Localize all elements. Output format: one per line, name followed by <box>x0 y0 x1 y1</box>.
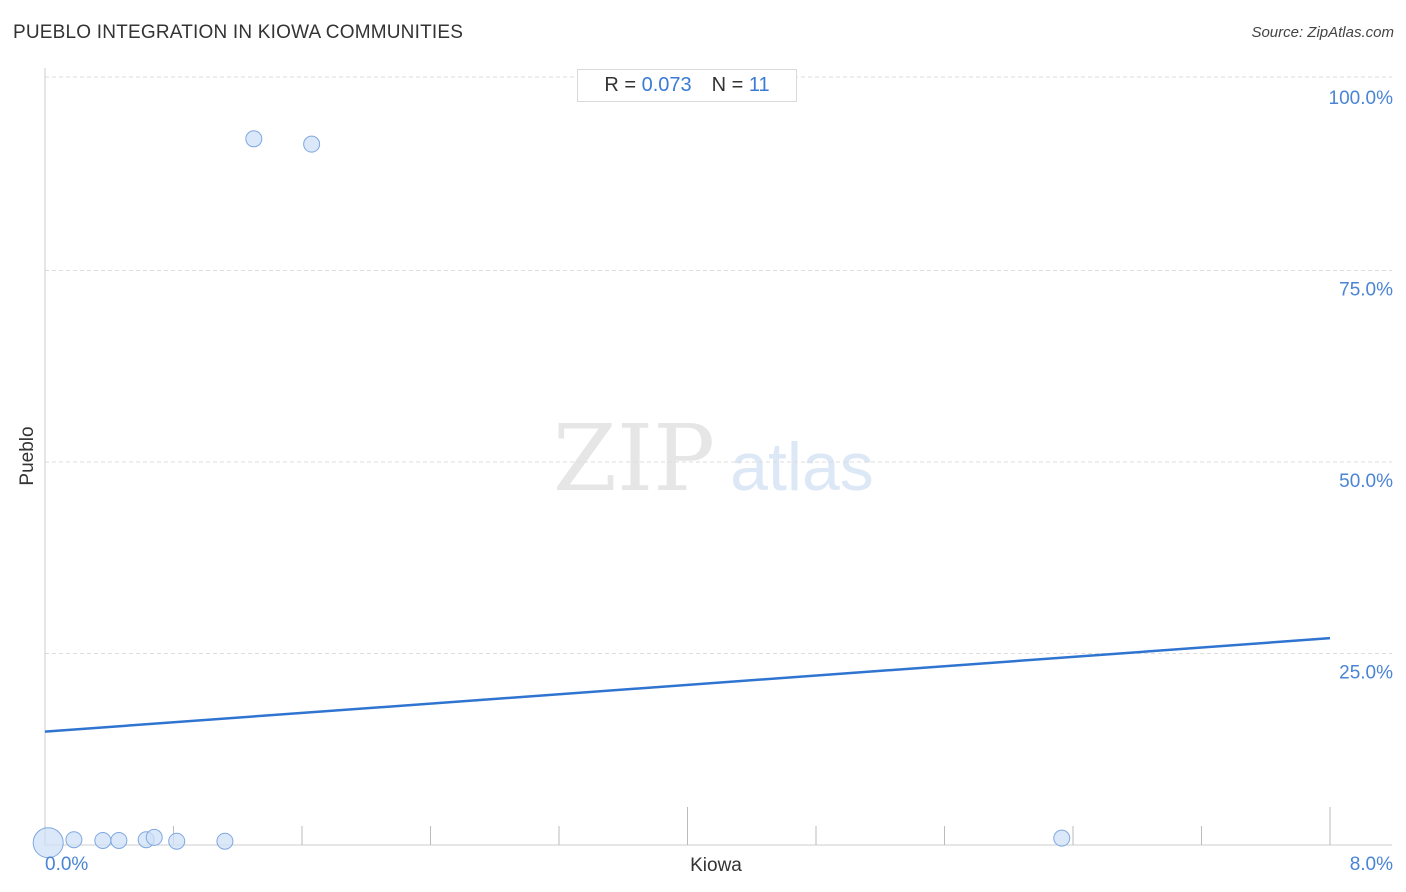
x-axis-title: Kiowa <box>690 855 742 876</box>
x-tick-label: 8.0% <box>1350 854 1393 875</box>
n-label: N = <box>711 74 744 96</box>
grid-lines <box>45 76 1392 654</box>
data-point <box>168 832 186 850</box>
y-tick-label: 25.0% <box>1339 663 1393 684</box>
data-point <box>32 827 64 859</box>
data-point <box>216 832 234 850</box>
watermark-atlas: atlas <box>730 429 874 505</box>
y-tick-label: 100.0% <box>1329 88 1394 109</box>
data-point <box>65 831 83 849</box>
x-tick-label: 0.0% <box>45 854 88 875</box>
trendline <box>44 636 1331 733</box>
y-axis-title: Pueblo <box>17 426 38 485</box>
data-point <box>303 135 321 153</box>
data-point <box>94 831 112 849</box>
axes <box>44 68 1392 846</box>
data-point <box>145 828 163 846</box>
tick-labels: 25.0% 50.0% 75.0% 100.0% 0.0% 8.0% <box>45 88 1393 875</box>
y-tick-label: 75.0% <box>1339 280 1393 301</box>
chart-source: Source: ZipAtlas.com <box>1251 24 1394 41</box>
data-point <box>1053 829 1071 847</box>
r-value: 0.073 <box>641 74 692 96</box>
r-label: R = <box>604 74 637 96</box>
chart-title: PUEBLO INTEGRATION IN KIOWA COMMUNITIES <box>13 22 464 43</box>
stats-box: R = 0.073 N = 11 <box>577 69 797 102</box>
y-tick-label: 50.0% <box>1339 471 1393 492</box>
points-layer <box>32 130 1071 859</box>
n-value: 11 <box>748 74 770 96</box>
watermark-zip: ZIP <box>553 405 715 512</box>
data-point <box>245 130 263 148</box>
trendline-layer <box>44 636 1331 733</box>
data-point <box>110 831 128 849</box>
